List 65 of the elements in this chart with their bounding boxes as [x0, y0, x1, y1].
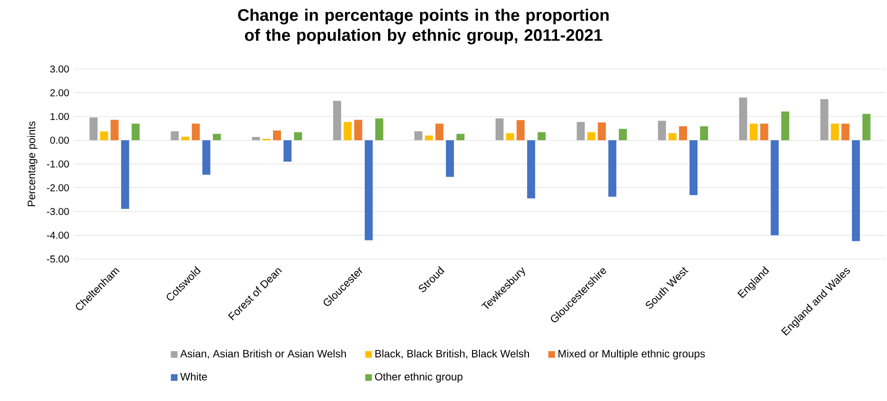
- legend-label: White: [180, 372, 207, 380]
- bar: [333, 100, 342, 140]
- bar: [424, 136, 433, 140]
- bar: [830, 124, 839, 140]
- bar: [862, 114, 870, 140]
- bar: [608, 140, 616, 197]
- bar: [739, 98, 748, 140]
- bar: [456, 134, 464, 140]
- chart-title: Change in percentage points in the proportion of the population by ethnic group, 2011-2021: [238, 8, 609, 44]
- bar: [760, 124, 768, 140]
- bar: [618, 128, 627, 140]
- y-tick-label: -5.00: [46, 255, 69, 263]
- bar: [658, 120, 666, 140]
- y-tick-label: -4.00: [46, 232, 69, 239]
- y-tick-label: 0.00: [50, 136, 69, 144]
- legend-label: Mixed or Multiple ethnic groups: [558, 350, 705, 360]
- y-tick-label: 2.00: [50, 89, 69, 96]
- bar: [273, 130, 282, 140]
- bar: [181, 136, 190, 140]
- y-tick-label: 1.00: [50, 112, 69, 120]
- y-tick-label: -3.00: [46, 208, 69, 216]
- bar: [202, 140, 210, 175]
- bar: [364, 140, 373, 240]
- bar: [538, 132, 546, 140]
- bar: [781, 112, 790, 140]
- bar: [770, 140, 779, 236]
- bar: [294, 132, 302, 140]
- bar: [690, 140, 698, 196]
- bar: [170, 131, 179, 140]
- bar: [192, 124, 200, 140]
- legend-label: Other ethnic group: [375, 372, 462, 383]
- bar: [90, 117, 98, 140]
- y-tick-label: -1.00: [46, 160, 69, 168]
- bar: [527, 140, 536, 198]
- bar: [252, 136, 260, 140]
- bar: [435, 124, 444, 140]
- bar: [852, 140, 860, 242]
- bar: [284, 140, 292, 162]
- bar: [212, 134, 221, 140]
- y-axis-title: Percentage points: [27, 121, 38, 206]
- bar: [414, 131, 422, 140]
- bar: [576, 122, 585, 140]
- bar: [820, 99, 828, 140]
- bar: [354, 120, 362, 140]
- bar: [668, 133, 676, 140]
- bar: [110, 120, 119, 140]
- bar: [587, 132, 596, 140]
- bar: [496, 118, 504, 140]
- bar: [700, 126, 708, 140]
- bar: [841, 124, 850, 140]
- legend-label: Black, Black British, Black Welsh: [375, 350, 529, 359]
- bar: [375, 118, 384, 140]
- y-tick-label: 3.00: [50, 65, 69, 73]
- bar: [750, 124, 758, 140]
- bar: [598, 122, 606, 140]
- y-tick-label: -2.00: [46, 184, 69, 192]
- bar: [344, 122, 352, 140]
- bar: [679, 126, 688, 140]
- bar: [100, 131, 108, 140]
- bar: [121, 140, 130, 209]
- bar: [516, 120, 525, 140]
- bar: [446, 140, 454, 177]
- legend-label: Asian, Asian British or Asian Welsh: [180, 350, 346, 359]
- bar: [132, 124, 140, 140]
- bar: [506, 133, 514, 140]
